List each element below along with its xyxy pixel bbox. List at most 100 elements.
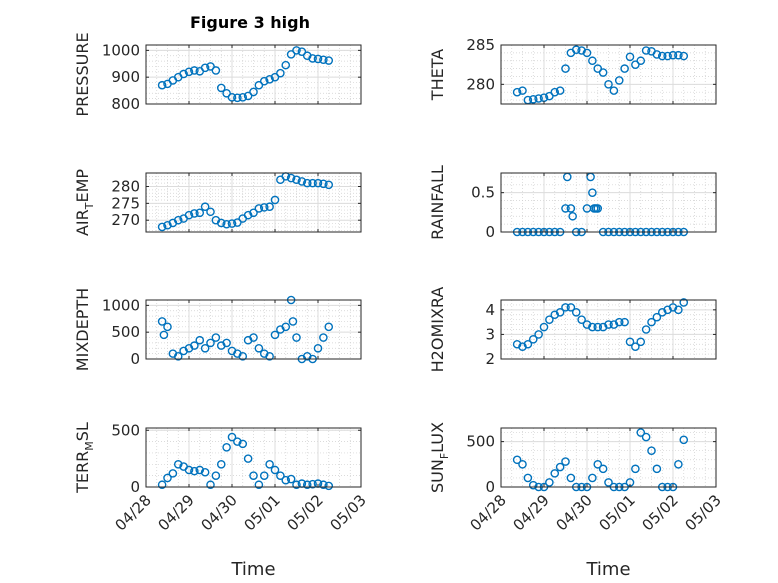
data-point [233, 437, 242, 446]
data-point [286, 50, 296, 59]
data-point [555, 86, 565, 95]
data-point [195, 335, 205, 345]
data-point [270, 330, 280, 340]
data-point [577, 46, 586, 55]
data-point [259, 471, 269, 480]
data-point [561, 303, 570, 312]
data-point [571, 307, 581, 317]
data-point [324, 180, 334, 190]
axes-background-5 [146, 300, 361, 359]
data-point [593, 204, 603, 213]
data-point [270, 465, 280, 475]
data-point [222, 442, 231, 452]
data-point [254, 204, 264, 213]
data-point [609, 320, 619, 329]
data-point [308, 54, 317, 63]
data-point [593, 64, 603, 73]
data-point [173, 352, 183, 361]
data-point [276, 471, 285, 480]
data-point [227, 92, 237, 102]
data-point [308, 178, 317, 188]
data-point [528, 335, 538, 344]
data-point [265, 75, 274, 84]
data-point [157, 317, 167, 326]
data-point [674, 50, 683, 60]
data-point [200, 63, 210, 73]
y-tick-label: 1000 [102, 41, 140, 59]
data-point [249, 87, 258, 97]
data-point [561, 64, 570, 73]
data-point [211, 471, 221, 480]
data-point [281, 322, 291, 332]
subplot-1: 800 900 1000 [102, 41, 362, 113]
data-point [297, 47, 307, 57]
data-point [652, 50, 662, 59]
data-point [528, 94, 538, 104]
data-point [159, 330, 169, 340]
ylabel-2: THETA [428, 49, 447, 101]
x-tick-label: 05/01 [241, 491, 284, 534]
data-point [157, 222, 167, 232]
x-tick-label: 04/29 [155, 491, 198, 534]
axes-background-6 [501, 300, 716, 359]
data-point [313, 343, 323, 353]
data-point [249, 471, 258, 480]
axes-box-6 [500, 299, 717, 360]
data-point [276, 68, 285, 78]
data-point [598, 464, 608, 474]
data-point [566, 473, 576, 483]
data-point [238, 92, 248, 102]
data-point [324, 481, 334, 491]
data-point [555, 462, 565, 472]
data-point [243, 91, 253, 101]
data-point [593, 460, 603, 469]
y-tick-label: 500 [466, 433, 495, 451]
ylabel-5: MIXDEPTH [73, 288, 92, 371]
data-point [523, 339, 533, 349]
x-tick-label: 04/28 [467, 491, 510, 534]
data-point [243, 210, 253, 220]
data-point [647, 317, 656, 327]
data-point [216, 460, 226, 469]
data-point [663, 51, 672, 61]
data-point [631, 60, 640, 69]
data-point [190, 209, 199, 218]
data-point [571, 45, 581, 55]
data-point [561, 204, 570, 213]
subplot-7: 0 500 04/28 04/29 04/30 05/01 05/02 05/03 Time [111, 421, 369, 580]
data-point [233, 93, 242, 103]
data-point [674, 460, 683, 469]
data-point [313, 54, 323, 64]
data-point [270, 72, 280, 82]
x-tick-label: 05/03 [327, 491, 370, 534]
data-point [550, 310, 560, 320]
x-tick-label: 04/30 [198, 491, 241, 534]
data-point [206, 62, 215, 71]
data-point [555, 307, 565, 317]
data-point [523, 473, 533, 483]
data-point [190, 466, 199, 476]
data-point [297, 177, 307, 186]
data-point [195, 465, 205, 475]
data-point [614, 76, 624, 85]
data-point [168, 469, 178, 478]
axes-box-5 [145, 299, 362, 360]
data-point [265, 460, 274, 469]
data-point [313, 178, 323, 188]
data-point [545, 315, 554, 324]
data-point [319, 55, 328, 65]
data-point [545, 91, 554, 101]
data-point [539, 322, 549, 332]
data-point [657, 51, 667, 61]
data-point [588, 473, 597, 483]
data-point [288, 317, 298, 326]
y-tick-label: 800 [111, 95, 140, 113]
data-point [206, 207, 215, 217]
data-point [216, 83, 226, 93]
data-point [324, 56, 334, 65]
data-point [512, 87, 522, 97]
data-point [679, 51, 689, 61]
data-point [265, 202, 274, 212]
data-point [222, 338, 231, 348]
